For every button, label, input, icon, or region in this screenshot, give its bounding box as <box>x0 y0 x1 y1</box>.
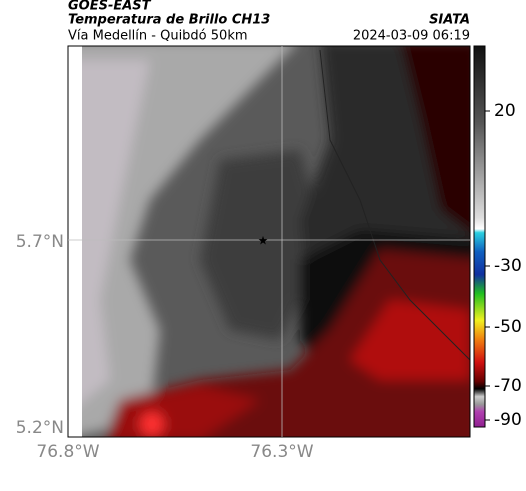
product: Temperatura de Brillo CH13 <box>68 13 270 28</box>
colorbar-ticks: 20 -30 -50 -70 -90 <box>485 101 522 430</box>
border-line <box>319 49 470 361</box>
lon-label: 76.3°W <box>250 442 313 462</box>
satellite: GOES-EAST <box>68 0 152 14</box>
region: Vía Medellín - Quibdó 50km <box>68 29 248 44</box>
map-frame <box>67 45 471 438</box>
lat-label: 5.2°N <box>16 418 64 438</box>
source: SIATA <box>429 13 470 28</box>
colorbar-tick-label: 20 <box>494 101 516 121</box>
datetime: 2024-03-09 06:19 <box>353 29 470 44</box>
satellite-image <box>82 46 470 437</box>
location-star: ★ <box>258 234 269 248</box>
colorbar-tick-label: -90 <box>494 410 522 430</box>
lat-label: 5.7°N <box>16 232 64 252</box>
lon-label: 76.8°W <box>36 442 99 462</box>
colorbar-tick-label: -30 <box>494 256 522 276</box>
colorbar-tick-label: -50 <box>494 317 522 337</box>
colorbar-tick-label: -70 <box>494 376 522 396</box>
colorbar <box>473 45 486 428</box>
